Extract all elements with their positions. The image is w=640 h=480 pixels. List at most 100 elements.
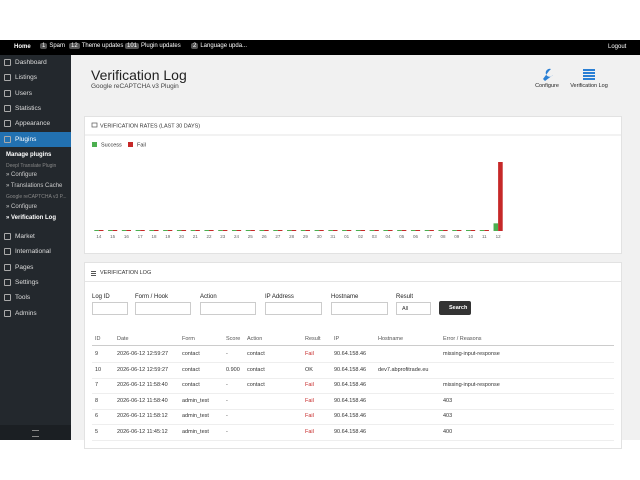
log-button[interactable]: Verification Log [569,67,609,92]
table-cell: 2026-06-12 11:58:40 [117,397,168,404]
result-select[interactable]: All [396,302,431,315]
filter-input[interactable] [200,302,256,315]
select-value: All [402,306,409,312]
menu-item[interactable]: Admins [0,306,71,321]
table-cell: 6 [95,413,99,420]
bar [135,230,141,231]
row-rule [92,424,614,426]
table-cell: 9 [95,351,99,357]
bar [259,230,265,231]
bar [209,230,214,231]
bar [181,230,187,231]
bar [218,230,223,231]
menu-icon [4,104,11,112]
x-tick-label: 18 [151,234,157,239]
submenu-item[interactable]: » Verification Log [6,215,57,221]
table-cell: admin_test [182,413,209,420]
column-header: Form [182,336,195,342]
filter-input[interactable] [265,302,322,315]
filter-label: Form / Hook [135,294,169,300]
menu-label: Pages [15,263,34,271]
x-tick-label: 24 [234,234,240,239]
menu-icon [4,74,11,82]
bar [277,230,283,231]
bar [163,230,168,231]
x-tick-label: 04 [385,234,391,239]
bar [126,230,132,231]
bar [273,230,278,231]
table-cell: 400 [443,429,453,435]
menu-item[interactable]: International [0,244,71,259]
menu-icon [4,263,11,271]
bar [167,230,173,231]
home-link[interactable]: Home [14,44,31,50]
chart: VERIFICATION RATES (LAST 30 DAYS) Succes… [85,122,621,239]
menu-label: Tools [15,294,31,302]
page-subtitle: Google reCAPTCHA v3 Plugin [91,83,179,90]
table-cell: admin_test [182,397,209,404]
menu-item[interactable]: Tools [0,290,71,305]
menu-item[interactable]: Settings [0,275,71,290]
bar [140,230,145,231]
bar [300,230,306,231]
topbar-item[interactable]: 101 Plugin updates [125,43,181,49]
table-cell: - [226,397,228,404]
x-tick-label: 21 [193,234,199,239]
filter-input[interactable] [331,302,388,315]
bar [332,230,338,231]
filter-input[interactable] [135,302,191,315]
menu-item[interactable]: Pages [0,260,71,275]
bar [383,230,388,231]
log-title: VERIFICATION LOG [100,270,152,276]
configure-button[interactable]: Configure [532,67,562,92]
menu-label: Appearance [15,120,51,128]
x-tick-label: 23 [220,234,226,239]
column-header: IP [334,336,340,342]
bar [319,230,324,231]
bar [401,230,407,231]
menu-item[interactable]: Listings [0,70,71,85]
topbar-item[interactable]: 2 Language upda... [191,43,247,49]
bar [195,230,200,231]
menu-item[interactable]: Users [0,86,71,101]
bar [397,230,402,231]
search-button[interactable]: Search [439,301,471,315]
submenu-item[interactable]: Manage plugins [6,152,52,158]
table-cell: 403 [443,413,453,420]
wrench-icon [543,68,553,81]
column-header: Error / Reasons [443,336,482,342]
menu-item[interactable]: Dashboard [0,55,71,70]
logout-link[interactable]: Logout [608,44,627,50]
topbar-item[interactable]: 1 Spam [40,43,65,49]
table-cell: 90.64.158.46 [334,397,367,404]
filter-input[interactable] [92,302,128,315]
menu-item[interactable]: Market [0,229,71,244]
row-rule [92,362,614,363]
filter-label: Result [396,294,414,300]
submenu-item[interactable]: » Translations Cache [6,183,63,189]
search-label: Search [449,305,468,311]
table-cell: contact [182,382,200,389]
x-tick-label: 16 [124,234,130,239]
menu-item[interactable]: Appearance [0,116,71,131]
x-tick-label: 31 [330,234,336,239]
collapse-icon[interactable] [32,430,39,437]
bar [204,230,210,231]
menu-item[interactable]: Plugins [0,131,71,147]
menu-label: Listings [15,74,38,82]
topbar-label: Plugin updates [141,43,181,49]
bar [314,230,320,231]
bar [479,230,485,231]
table-cell: dev7.abprofitrade.eu [378,366,429,373]
submenu-item[interactable]: » Configure [6,204,38,210]
sidebar: Dashboard Listings Users Statistics Appearan… [0,55,71,440]
table-cell: 90.64.158.46 [334,366,367,373]
table-cell: 8 [95,397,99,404]
submenu-item[interactable]: » Configure [6,172,38,178]
menu-item[interactable]: Statistics [0,101,71,116]
bar [424,230,430,231]
chart-title: VERIFICATION RATES (LAST 30 DAYS) [100,123,200,129]
x-tick-label: 27 [275,234,281,239]
table-cell: missing-input-response [443,351,500,357]
topbar-item[interactable]: 12 Theme updates [69,43,123,49]
